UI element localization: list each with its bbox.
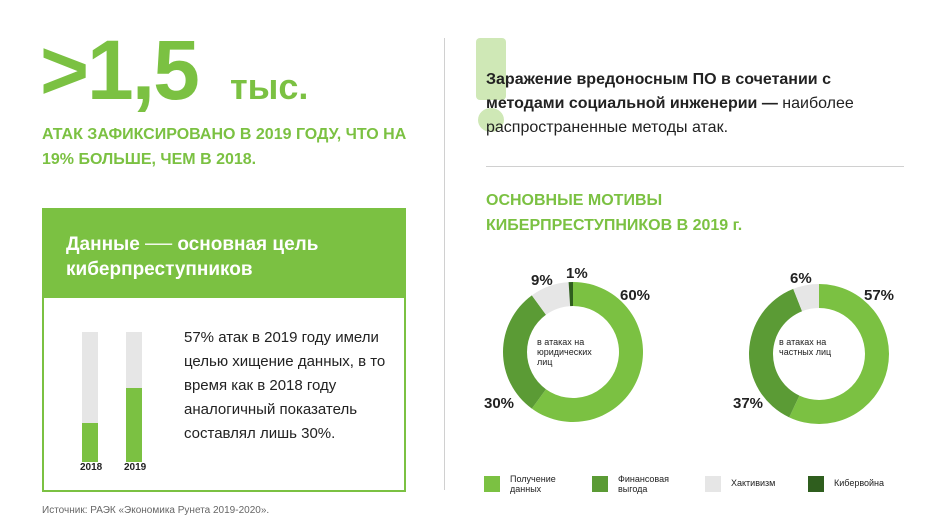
donut-legal-pct-hacktivism: 9% bbox=[531, 272, 553, 289]
donut-individual-center-label: в атаках на частных лиц bbox=[779, 337, 832, 357]
bar-2019-fill bbox=[126, 387, 142, 462]
donut-slice-legal-3 bbox=[531, 282, 571, 315]
donut-slice-legal-1 bbox=[531, 282, 644, 422]
bar-label-2019: 2019 bbox=[124, 462, 147, 473]
donut-individual-pct-data: 57% bbox=[864, 287, 895, 304]
attack-methods-bold: Заражение вредоносным ПО в сочетании с м… bbox=[486, 71, 831, 112]
donut-slice-individual-3 bbox=[793, 284, 819, 312]
donut-individual-pct-finance: 37% bbox=[733, 395, 764, 412]
vertical-divider bbox=[444, 38, 445, 490]
donut-legal-center-label: в атаках на юридических лиц bbox=[537, 337, 592, 367]
headline-stat-caption: АТАК ЗАФИКСИРОВАНО В 2019 ГОДУ, ЧТО НА 1… bbox=[42, 126, 407, 168]
attack-methods-rest: наиболее распространенные методы атак. bbox=[486, 95, 854, 136]
card-header: Данные ── основная цель киберпреступнико… bbox=[44, 210, 404, 298]
donut-legal-entities bbox=[503, 282, 644, 422]
donut-slice-individual-2 bbox=[748, 288, 803, 418]
headline-stat-unit: тыс. bbox=[230, 66, 309, 107]
legend-label: Хактивизм bbox=[731, 478, 776, 488]
legend-swatch bbox=[484, 476, 500, 492]
card-text: 57% атак в 2019 году имели целью хищение… bbox=[184, 329, 386, 442]
source-note: Источник: РАЭК «Экономика Рунета 2019-20… bbox=[42, 505, 270, 516]
bar-2018 bbox=[82, 332, 98, 462]
motives-title: ОСНОВНЫЕ МОТИВЫ КИБЕРПРЕСТУПНИКОВ В 2019… bbox=[486, 192, 743, 234]
legend-label: Получение данных bbox=[510, 474, 556, 494]
donut-legal-pct-data: 60% bbox=[620, 287, 651, 304]
legend-label: Финансовая выгода bbox=[618, 474, 669, 494]
donut-slice-legal-2 bbox=[503, 295, 546, 409]
legend-label: Кибервойна bbox=[834, 478, 885, 488]
bar-label-2018: 2018 bbox=[80, 462, 103, 473]
donut-slice-legal-4 bbox=[568, 282, 573, 307]
legend-swatch bbox=[808, 476, 824, 492]
donut-legal-pct-cyberwar: 1% bbox=[566, 265, 588, 282]
bar-2018-fill bbox=[82, 423, 98, 462]
donut-slice-individual-1 bbox=[789, 284, 889, 424]
data-target-card: Данные ── основная цель киберпреступнико… bbox=[42, 208, 406, 492]
donut-legal-pct-finance: 30% bbox=[484, 395, 515, 412]
legend-swatch bbox=[705, 476, 721, 492]
legend-swatch bbox=[592, 476, 608, 492]
exclamation-icon bbox=[470, 38, 514, 134]
bar-2019 bbox=[126, 332, 142, 462]
donut-individuals bbox=[748, 284, 889, 424]
donut-individual-pct-hacktivism: 6% bbox=[790, 270, 812, 287]
horizontal-divider bbox=[486, 166, 904, 167]
headline-stat-number: >1,5 bbox=[40, 23, 200, 117]
card-title: Данные ── основная цель киберпреступнико… bbox=[66, 234, 319, 280]
attack-methods-text: Заражение вредоносным ПО в сочетании с м… bbox=[486, 68, 906, 140]
